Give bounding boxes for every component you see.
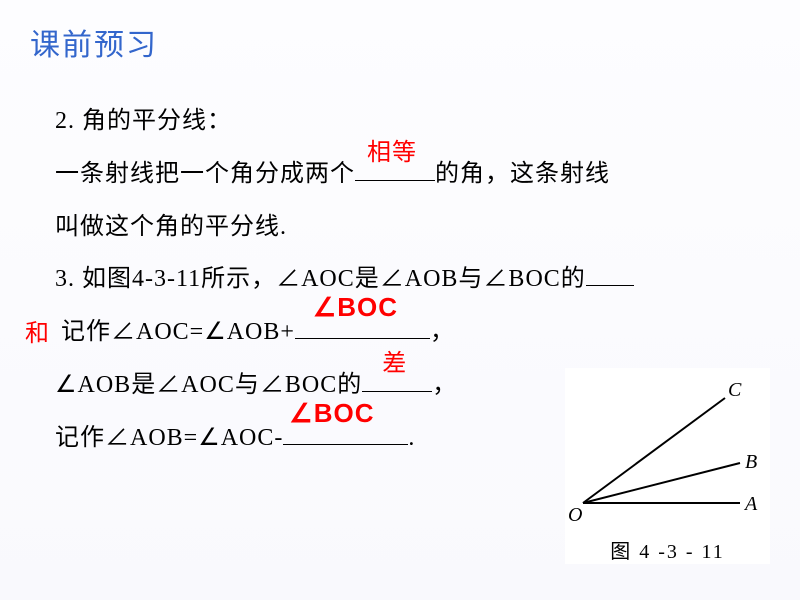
answer-equal: 相等 bbox=[367, 127, 417, 180]
q2-line-b: 叫做这个角的平分线. bbox=[55, 201, 755, 254]
blank-equal: 相等 bbox=[355, 155, 435, 181]
q2-text-a: 一条射线把一个角分成两个 bbox=[55, 161, 355, 187]
q3-comma1: ， bbox=[430, 319, 455, 345]
q3-text-d: 记作∠AOB=∠AOC- bbox=[55, 425, 283, 451]
figure-caption: 图 4 -3 - 11 bbox=[565, 535, 770, 564]
slide-title: 课前预习 bbox=[30, 20, 158, 64]
blank-boc1: ∠BOC bbox=[295, 313, 430, 339]
q3-period: . bbox=[408, 425, 415, 451]
q2-line-a: 一条射线把一个角分成两个相等的角，这条射线 bbox=[55, 148, 755, 201]
blank-sum bbox=[586, 260, 634, 286]
label-o: O bbox=[568, 504, 582, 526]
answer-diff: 差 bbox=[382, 338, 407, 391]
answer-boc1: ∠BOC bbox=[313, 279, 398, 336]
label-c: C bbox=[728, 379, 742, 401]
answer-boc2: ∠BOC bbox=[289, 385, 374, 442]
figure-4-3-11: O A B C 图 4 -3 - 11 bbox=[565, 368, 770, 564]
q3-comma2: ， bbox=[432, 372, 457, 398]
label-a: A bbox=[743, 493, 758, 515]
label-b: B bbox=[745, 451, 757, 473]
ray-ob bbox=[583, 463, 740, 503]
q2-text-b: 的角，这条射线 bbox=[435, 161, 610, 187]
q3-line-a: 3. 如图4-3-11所示，∠AOC是∠AOB与∠BOC的 bbox=[55, 253, 755, 306]
answer-sum: 和 bbox=[25, 308, 50, 361]
q3-text-b: 记作∠AOC=∠AOB+ bbox=[61, 319, 295, 345]
angle-diagram: O A B C bbox=[565, 368, 770, 528]
slide: 课前预习 2. 角的平分线： 一条射线把一个角分成两个相等的角，这条射线 叫做这… bbox=[0, 0, 800, 600]
ray-oc bbox=[583, 398, 725, 503]
blank-boc2: ∠BOC bbox=[283, 419, 408, 445]
